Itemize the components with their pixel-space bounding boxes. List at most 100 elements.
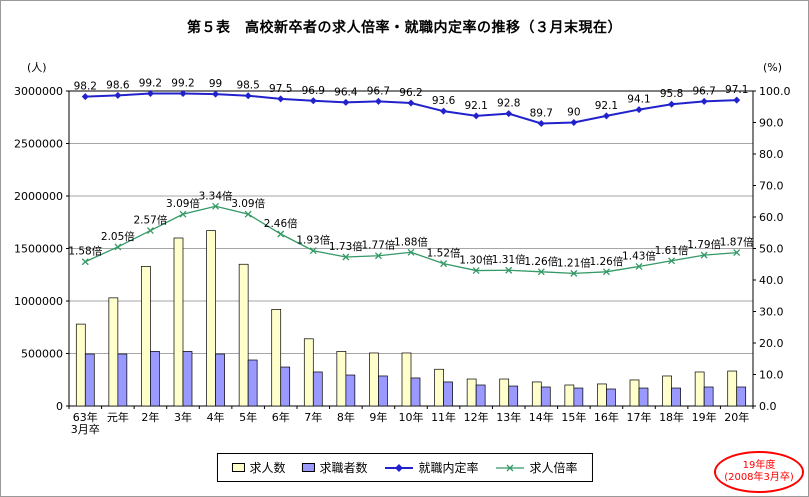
value-label: 98.5 [236, 80, 259, 92]
x-axis-label: 11年 [431, 410, 456, 424]
bar-job-seekers [410, 377, 421, 407]
x-marker [407, 248, 415, 256]
value-label: 96.4 [334, 86, 358, 98]
bar-job-openings [434, 368, 444, 407]
bar-job-seekers [671, 387, 681, 407]
x-axis-label: 16年 [594, 410, 619, 424]
placement-rate-line-swatch [384, 463, 414, 473]
bar-job-seekers [736, 386, 747, 407]
value-label: 99.2 [171, 78, 194, 90]
x-marker [570, 269, 578, 277]
x-marker [537, 268, 545, 276]
diamond-marker [537, 119, 545, 127]
diamond-marker [668, 100, 676, 108]
x-marker [472, 267, 480, 275]
value-label: 99 [209, 78, 222, 90]
value-label: 1.88倍 [394, 235, 428, 248]
bar-job-openings [206, 230, 216, 407]
bar-job-openings [662, 375, 672, 407]
bar-job-openings [303, 338, 314, 407]
value-label: 96.9 [302, 85, 325, 97]
right-axis-tick-label: 20.0 [759, 337, 784, 350]
right-axis-tick-label: 90.0 [759, 117, 784, 130]
value-label: 93.6 [432, 95, 456, 107]
job-openings-swatch [231, 463, 245, 472]
bar-job-seekers [378, 375, 388, 407]
value-label: 92.8 [497, 98, 520, 110]
value-label: 2.46倍 [264, 217, 298, 230]
bar-job-openings [108, 297, 119, 407]
right-axis-tick-label: 40.0 [759, 274, 784, 287]
bar-job-seekers [215, 353, 225, 407]
value-label: 1.73倍 [329, 240, 363, 253]
bar-job-seekers [703, 386, 714, 407]
bar-job-openings [336, 351, 347, 407]
diamond-marker [342, 98, 350, 106]
bar-job-seekers [117, 353, 128, 407]
x-marker [602, 268, 610, 276]
x-axis-label: 19年 [692, 410, 717, 424]
value-label: 1.58倍 [68, 245, 102, 258]
x-marker [244, 210, 252, 218]
diamond-marker [635, 106, 643, 114]
right-axis-unit: (%) [763, 61, 782, 74]
x-axis-label: 13年 [496, 410, 521, 424]
bar-job-seekers [150, 351, 160, 407]
x-marker [212, 202, 220, 210]
bar-job-seekers [280, 366, 291, 407]
x-marker [277, 230, 285, 238]
value-label: 89.7 [530, 107, 553, 119]
legend-item-placement-rate: 就職内定率 [384, 459, 479, 476]
right-axis-tick-label: 50.0 [759, 243, 784, 256]
bar-job-openings [727, 370, 738, 407]
bar-job-seekers [508, 385, 519, 407]
diamond-marker [277, 95, 285, 103]
x-axis-label: 14年 [529, 410, 554, 424]
value-label: 95.8 [660, 88, 683, 100]
value-label: 97.1 [725, 84, 748, 96]
x-marker [733, 249, 741, 257]
diamond-marker [179, 90, 187, 98]
value-label: 96.7 [367, 85, 390, 97]
x-axis-label: 17年 [627, 410, 652, 424]
bar-job-seekers [573, 387, 584, 407]
bar-job-openings [499, 378, 510, 407]
x-marker [635, 262, 643, 270]
bar-job-seekers [475, 384, 486, 407]
bar-job-openings [238, 263, 249, 407]
legend-label-job-seekers: 求職者数 [319, 461, 368, 475]
value-label: 98.2 [74, 81, 97, 93]
x-axis-label: 8年 [337, 410, 355, 424]
bar-job-openings [369, 352, 379, 407]
x-axis-label: 4年 [207, 410, 225, 424]
year-note: 19年度 (2008年3月卒) [714, 451, 804, 493]
left-axis-tick-label: 2000000 [14, 190, 63, 203]
x-axis-label: 元年 [107, 410, 129, 424]
x-axis-label: 6年 [272, 410, 290, 424]
left-axis-tick-label: 3000000 [14, 85, 63, 98]
x-axis-label: 10年 [399, 410, 424, 424]
value-label: 2.05倍 [101, 230, 135, 243]
bar-job-openings [173, 237, 184, 407]
bar-job-seekers [345, 374, 356, 407]
bar-job-openings [401, 352, 412, 407]
x-axis-label: 63年 [73, 410, 98, 424]
diamond-marker [81, 93, 89, 101]
x-marker [440, 260, 448, 268]
bar-job-seekers [84, 353, 95, 407]
chart-title: 第５表 高校新卒者の求人倍率・就職内定率の推移（３月末現在） [187, 20, 622, 36]
diamond-marker [146, 90, 154, 98]
left-axis-unit: (人) [27, 61, 47, 74]
legend-label-job-openings: 求人数 [249, 461, 286, 475]
right-axis-tick-label: 100.0 [759, 85, 791, 98]
right-axis-tick-label: 70.0 [759, 180, 784, 193]
year-note-line1: 19年度 [742, 459, 776, 471]
legend-label-ratio: 求人倍率 [529, 461, 578, 475]
x-axis-label: 3月卒 [71, 422, 100, 436]
x-axis-label: 7年 [304, 410, 322, 424]
bar-job-seekers [540, 386, 551, 407]
bar-job-openings [141, 266, 151, 407]
bar-job-openings [75, 323, 86, 407]
value-label: 1.30倍 [459, 254, 493, 267]
x-marker [81, 258, 89, 266]
